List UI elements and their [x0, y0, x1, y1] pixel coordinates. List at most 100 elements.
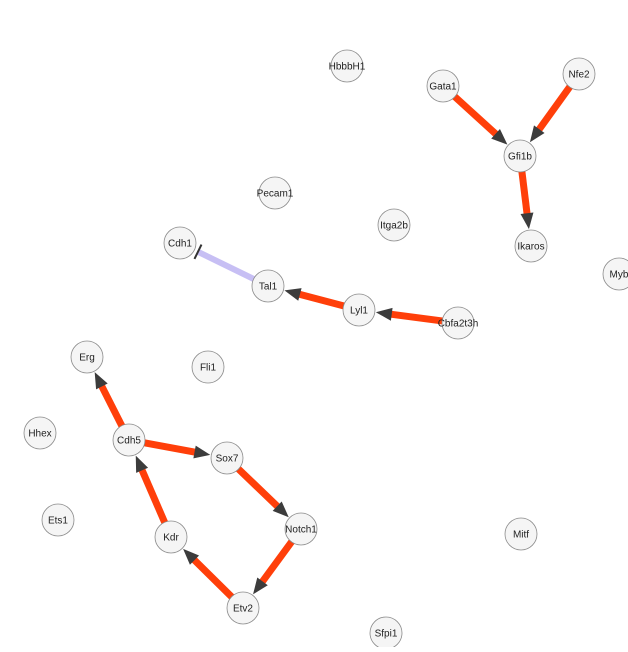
edge-cdh5-to-sox7: [143, 439, 211, 459]
node-sox7[interactable]: Sox7: [210, 441, 244, 475]
node-label: Ikaros: [517, 242, 544, 253]
node-label: Kdr: [163, 533, 179, 544]
node-circle: [330, 49, 364, 83]
node-label: Mitf: [513, 530, 529, 541]
node-mitf[interactable]: Mitf: [504, 517, 538, 551]
node-label: Nfe2: [568, 70, 590, 81]
node-sfpi1[interactable]: Sfpi1: [369, 616, 403, 650]
node-kdr[interactable]: Kdr: [154, 520, 188, 554]
node-label: Myb: [610, 270, 628, 281]
node-label: Cdh5: [117, 436, 141, 447]
edge-etv2-to-kdr: [183, 548, 235, 600]
node-label: Tal1: [259, 282, 278, 293]
edge-line: [389, 310, 444, 325]
arrowhead: [135, 455, 149, 473]
node-label: Lyl1: [350, 306, 368, 317]
node-label: Gata1: [429, 82, 457, 93]
edge-cbfa2t3h-to-lyl1: [375, 307, 444, 325]
arrowhead: [94, 372, 108, 390]
node-fli1[interactable]: Fli1: [191, 350, 225, 384]
node-ikaros[interactable]: Ikaros: [514, 229, 548, 263]
node-label: Fli1: [200, 363, 217, 374]
inhibition-bar: [193, 244, 203, 260]
node-circle: [112, 423, 146, 457]
node-circle: [377, 208, 411, 242]
node-circle: [503, 139, 537, 173]
node-cdh1[interactable]: Cdh1: [163, 226, 197, 260]
node-circle: [191, 350, 225, 384]
arrowhead: [284, 288, 302, 301]
node-itga2b[interactable]: Itga2b: [377, 208, 411, 242]
node-ets1[interactable]: Ets1: [41, 503, 75, 537]
edge-line: [190, 556, 235, 600]
node-erg[interactable]: Erg: [70, 340, 104, 374]
edge-line: [258, 539, 295, 586]
arrowhead: [193, 445, 211, 459]
arrowhead: [253, 577, 268, 595]
arrowhead: [183, 548, 200, 565]
node-lyl1[interactable]: Lyl1: [342, 293, 376, 327]
node-circle: [441, 306, 475, 340]
edge-cdh5-to-erg: [94, 372, 126, 429]
edge-line: [451, 93, 500, 138]
edge-line: [297, 290, 346, 310]
node-circle: [41, 503, 75, 537]
edge-line: [143, 439, 198, 456]
node-circle: [284, 512, 318, 546]
node-circle: [163, 226, 197, 260]
node-label: Ets1: [48, 516, 68, 527]
arrowhead: [520, 212, 534, 230]
node-label: Cbfa2t3h: [438, 319, 479, 330]
edge-lyl1-to-tal1: [284, 288, 346, 310]
edge-line: [235, 465, 282, 511]
edge-line: [97, 383, 126, 429]
node-circle: [154, 520, 188, 554]
edge-line: [535, 84, 574, 133]
node-hhex[interactable]: Hhex: [23, 416, 57, 450]
node-notch1[interactable]: Notch1: [284, 512, 318, 546]
node-label: Notch1: [285, 525, 317, 536]
arrowhead: [375, 307, 393, 321]
node-circle: [562, 57, 596, 91]
node-cdh5[interactable]: Cdh5: [112, 423, 146, 457]
node-circle: [514, 229, 548, 263]
arrowhead: [272, 501, 289, 518]
node-circle: [70, 340, 104, 374]
node-label: Hhex: [28, 429, 51, 440]
node-label: HbbbH1: [329, 62, 366, 73]
node-circle: [226, 591, 260, 625]
node-myb[interactable]: Myb: [602, 257, 628, 291]
edge-sox7-to-notch1: [235, 465, 289, 518]
node-circle: [602, 257, 628, 291]
node-cbfa2t3h[interactable]: Cbfa2t3h: [438, 306, 479, 340]
edge-kdr-to-cdh5: [135, 455, 169, 525]
node-label: Itga2b: [380, 221, 408, 232]
node-circle: [210, 441, 244, 475]
edge-layer: [94, 84, 574, 600]
node-gfi1b[interactable]: Gfi1b: [503, 139, 537, 173]
node-label: Gfi1b: [508, 152, 532, 163]
node-circle: [251, 269, 285, 303]
edge-nfe2-to-gfi1b: [529, 84, 574, 143]
node-label: Sox7: [216, 454, 239, 465]
node-hbbbh1[interactable]: HbbbH1: [329, 49, 366, 83]
node-etv2[interactable]: Etv2: [226, 591, 260, 625]
arrowhead: [491, 128, 508, 145]
node-layer: HbbbH1 Gata1 Nfe2 Gfi1b Pecam1 Itga2b Cdh1 Ikar…: [23, 49, 628, 650]
edge-gata1-to-gfi1b: [451, 93, 508, 145]
node-label: Cdh1: [168, 239, 192, 250]
node-tal1[interactable]: Tal1: [251, 269, 285, 303]
node-label: Pecam1: [257, 189, 294, 200]
node-circle: [426, 69, 460, 103]
edge-tal1-to-cdh1: [193, 244, 256, 283]
edge-gfi1b-to-ikaros: [518, 170, 534, 230]
node-circle: [342, 293, 376, 327]
node-label: Sfpi1: [375, 629, 398, 640]
node-pecam1[interactable]: Pecam1: [257, 176, 294, 210]
edge-line: [196, 249, 256, 283]
node-label: Erg: [79, 353, 95, 364]
node-label: Etv2: [233, 604, 253, 615]
node-gata1[interactable]: Gata1: [426, 69, 460, 103]
edge-line: [138, 467, 169, 525]
node-nfe2[interactable]: Nfe2: [562, 57, 596, 91]
